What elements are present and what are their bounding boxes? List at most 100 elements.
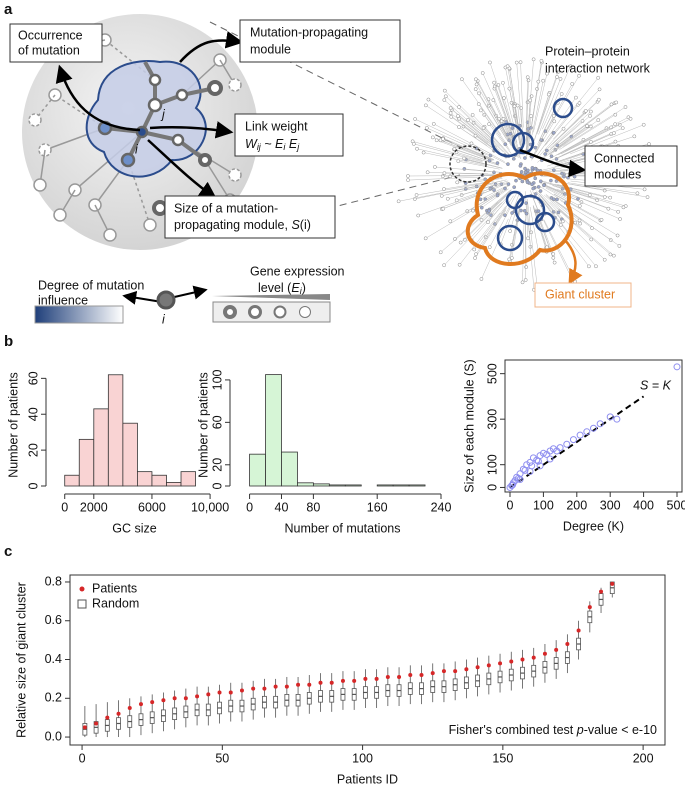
bar <box>281 451 298 487</box>
network-link <box>560 124 620 155</box>
network-node <box>406 174 410 178</box>
network-node <box>587 264 591 269</box>
network-node <box>472 247 477 252</box>
network-link <box>477 182 508 194</box>
network-link <box>549 213 590 267</box>
network-link <box>539 128 564 156</box>
y-tick-label: 300 <box>485 409 499 430</box>
network-link <box>427 172 488 175</box>
network-node <box>425 170 430 175</box>
network-link <box>557 208 611 255</box>
network-node <box>589 109 593 114</box>
network-node <box>479 277 484 281</box>
network-link <box>549 183 590 196</box>
network-node <box>512 185 517 190</box>
network-link <box>509 68 520 131</box>
network-node <box>433 165 437 169</box>
network-link <box>559 123 616 154</box>
network-node <box>568 161 573 166</box>
network-link <box>465 178 503 184</box>
network-link <box>554 193 602 221</box>
bar <box>107 374 124 487</box>
network-link <box>549 115 591 151</box>
expression-rings <box>223 305 311 319</box>
network-node <box>421 150 426 155</box>
y-tick-label: 100 <box>485 454 499 475</box>
network-node <box>506 162 510 167</box>
network-node <box>594 264 598 269</box>
point <box>521 466 529 474</box>
network-link <box>478 93 508 141</box>
legend-marker <box>79 586 85 592</box>
network-node <box>533 176 538 181</box>
network-link <box>545 195 581 224</box>
network-link <box>552 77 599 135</box>
bar <box>312 483 330 487</box>
point <box>673 363 681 371</box>
network-link <box>565 118 631 152</box>
x-tick-label: 200 <box>633 751 654 765</box>
network-link <box>531 80 544 136</box>
network-link <box>555 184 605 198</box>
label: Connected <box>594 151 655 165</box>
network-link <box>537 72 559 132</box>
y-tick-label: 0.0 <box>45 729 62 743</box>
network-link <box>552 185 598 201</box>
x-tick-label: 400 <box>633 498 654 512</box>
network-node <box>561 126 566 131</box>
network-link <box>549 111 592 149</box>
influence-arrows <box>122 285 208 305</box>
patient-point <box>599 589 604 594</box>
network-link <box>493 82 514 137</box>
network-link <box>548 126 588 155</box>
network-link <box>481 193 509 221</box>
point <box>583 428 591 436</box>
x-tick-label: 150 <box>492 751 513 765</box>
network-link <box>426 127 488 156</box>
network-node <box>558 222 563 227</box>
patient-point <box>419 673 424 678</box>
label: influence <box>38 293 88 307</box>
bar <box>249 453 266 487</box>
point <box>546 455 554 463</box>
network-link <box>471 143 505 162</box>
network-node <box>552 260 557 265</box>
network-link <box>571 184 648 198</box>
network-link <box>415 118 484 152</box>
patient-point <box>228 690 233 695</box>
network-node <box>506 182 511 186</box>
network-link <box>478 103 508 146</box>
network-node <box>456 114 460 118</box>
ppi-network <box>396 57 657 292</box>
patient-point <box>127 705 132 710</box>
network-link <box>548 125 588 155</box>
node-label: i <box>162 312 166 326</box>
network-link <box>545 102 580 145</box>
network-link <box>504 191 518 216</box>
network-node <box>543 152 548 156</box>
network-link <box>416 148 484 165</box>
network-node <box>577 101 582 105</box>
local-node <box>28 113 42 127</box>
patient-point <box>138 702 143 707</box>
network-link <box>481 188 509 208</box>
network-node <box>518 164 523 168</box>
network-link <box>473 122 506 154</box>
network-node <box>501 80 505 85</box>
network-link <box>464 158 502 169</box>
network-node <box>442 263 446 268</box>
network-link <box>428 99 489 144</box>
network-node <box>556 210 561 215</box>
network-link <box>558 208 615 256</box>
network-node <box>511 156 516 161</box>
panel-label: a <box>4 1 13 18</box>
network-link <box>487 190 512 214</box>
network-link <box>416 183 484 196</box>
x-axis-title: Degree (K) <box>563 519 624 533</box>
y-tick-label: 0.2 <box>45 691 62 705</box>
network-node <box>597 87 602 92</box>
y-axis-title: Number of patients <box>6 372 20 478</box>
node-label: i <box>135 142 139 156</box>
network-node <box>477 91 481 96</box>
network-node <box>635 191 640 196</box>
